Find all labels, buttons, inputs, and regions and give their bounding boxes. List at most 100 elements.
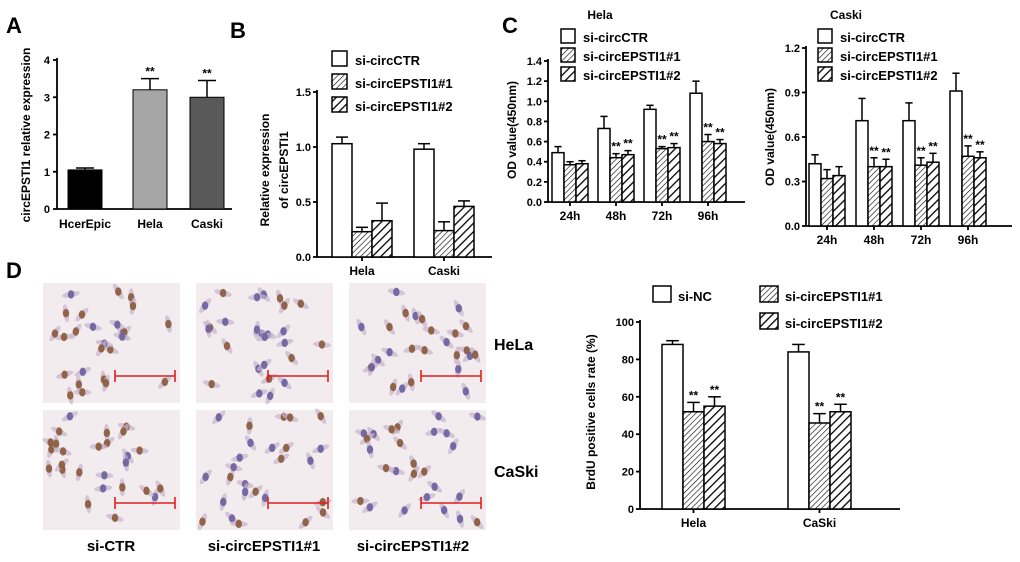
nucleus xyxy=(318,340,326,349)
nucleus xyxy=(281,338,288,348)
significance-mark: ** xyxy=(623,137,633,151)
nucleus xyxy=(60,332,68,342)
nucleus xyxy=(456,514,464,524)
nucleus xyxy=(201,301,209,310)
nucleus xyxy=(199,517,206,526)
significance-mark: ** xyxy=(657,133,667,147)
nucleus xyxy=(61,370,68,379)
nucleus xyxy=(72,327,80,336)
nucleus xyxy=(473,518,481,527)
nucleus xyxy=(450,441,457,451)
chart-b-relative-expression: 0.0 0.5 1.0 1.5 Hela Caski Relative expression… xyxy=(258,50,492,278)
significance-mark: ** xyxy=(703,121,713,135)
y-tick-label: 4 xyxy=(44,55,51,67)
nucleus xyxy=(205,324,212,334)
significance-mark: ** xyxy=(881,145,891,159)
y-tick-label: 2 xyxy=(44,130,50,142)
nucleus xyxy=(111,513,119,523)
nucleus xyxy=(386,322,393,332)
nucleus xyxy=(389,382,397,392)
nucleus xyxy=(402,308,409,318)
nucleus xyxy=(45,464,53,473)
y-tick-label: 0.3 xyxy=(785,177,800,189)
nucleus xyxy=(228,514,236,523)
nucleus xyxy=(119,332,126,341)
bar-si-circctr xyxy=(949,90,963,227)
bar-si-circepsti1-2 xyxy=(973,157,987,227)
nucleus xyxy=(79,367,86,376)
y-tick-label: 0.4 xyxy=(527,157,543,169)
nucleus xyxy=(202,472,209,482)
nucleus xyxy=(165,319,172,329)
y-tick-label: 1.4 xyxy=(527,56,543,68)
bar-hcerepic xyxy=(67,169,103,210)
nucleus xyxy=(435,412,442,421)
y-tick-label: 0.0 xyxy=(527,197,542,209)
legend-label: si-circEPSTI1#2 xyxy=(785,316,883,331)
bar-si-circepsti1-2 xyxy=(832,174,846,227)
bar-si-circepsti1-1 xyxy=(820,177,834,227)
nucleus xyxy=(102,379,110,388)
nucleus xyxy=(276,294,284,303)
nucleus xyxy=(114,320,121,329)
bar-si-circepsti1-1 xyxy=(655,147,669,203)
nucleus xyxy=(129,301,137,311)
bar-si-circepsti1-1 xyxy=(701,140,715,203)
significance-mark: ** xyxy=(963,132,973,146)
nucleus xyxy=(230,463,237,472)
bar-si-circepsti1-1 xyxy=(808,422,831,510)
bar-si-circctr xyxy=(551,151,565,203)
y-tick-label: 0.5 xyxy=(296,197,311,209)
nucleus xyxy=(472,350,479,359)
nucleus xyxy=(261,360,268,370)
nucleus xyxy=(78,310,86,319)
nucleus xyxy=(51,329,59,338)
legend-label: si-circCTR xyxy=(840,30,906,45)
legend-label: si-circEPSTI1#2 xyxy=(355,99,453,114)
bar-si-circepsti1-1 xyxy=(563,163,577,203)
legend-swatch xyxy=(652,285,672,303)
nucleus xyxy=(319,508,327,517)
nucleus xyxy=(241,487,249,497)
y-axis-label: circEPSTI1 relative expression xyxy=(19,48,33,223)
chart-title: Hela xyxy=(587,8,613,22)
y-axis-label: of circEPSTI1 xyxy=(277,131,291,209)
nucleus xyxy=(317,411,324,421)
significance-mark: ** xyxy=(928,139,938,153)
nucleus xyxy=(443,429,450,438)
significance-mark: ** xyxy=(689,388,699,402)
bar-si-circepsti1-1 xyxy=(609,156,623,203)
nucleus xyxy=(456,492,463,501)
panel-label-c: C xyxy=(502,13,518,38)
y-tick-label: 0.9 xyxy=(785,88,800,100)
y-tick-label: 0.6 xyxy=(527,137,542,149)
legend-label: si-circEPSTI1#2 xyxy=(840,68,938,83)
y-axis-label: BrdU positive cells rate (%) xyxy=(584,334,598,489)
panel-label-d: D xyxy=(6,258,22,283)
micrograph-panel xyxy=(43,410,180,530)
nucleus xyxy=(281,301,288,310)
bar-si-circctr xyxy=(643,108,657,203)
bar-si-circctr xyxy=(413,148,435,258)
nucleus xyxy=(366,445,374,454)
legend-label: si-NC xyxy=(678,289,713,304)
chart-title: Caski xyxy=(830,8,862,22)
legend-swatch xyxy=(817,66,833,82)
nucleus xyxy=(119,483,126,492)
nucleus xyxy=(223,341,231,351)
x-tick-label: HcerEpic xyxy=(59,217,111,231)
row-label: HeLa xyxy=(494,337,533,354)
nucleus xyxy=(59,447,67,456)
nucleus xyxy=(256,389,263,398)
nucleus xyxy=(386,348,393,357)
y-tick-label: 40 xyxy=(622,429,634,441)
nucleus xyxy=(366,503,374,512)
nucleus xyxy=(62,308,70,318)
significance-mark: ** xyxy=(975,138,985,152)
bar-si-circctr xyxy=(902,119,916,227)
nucleus xyxy=(253,325,261,334)
nucleus xyxy=(67,391,74,400)
significance-mark: ** xyxy=(611,140,621,154)
